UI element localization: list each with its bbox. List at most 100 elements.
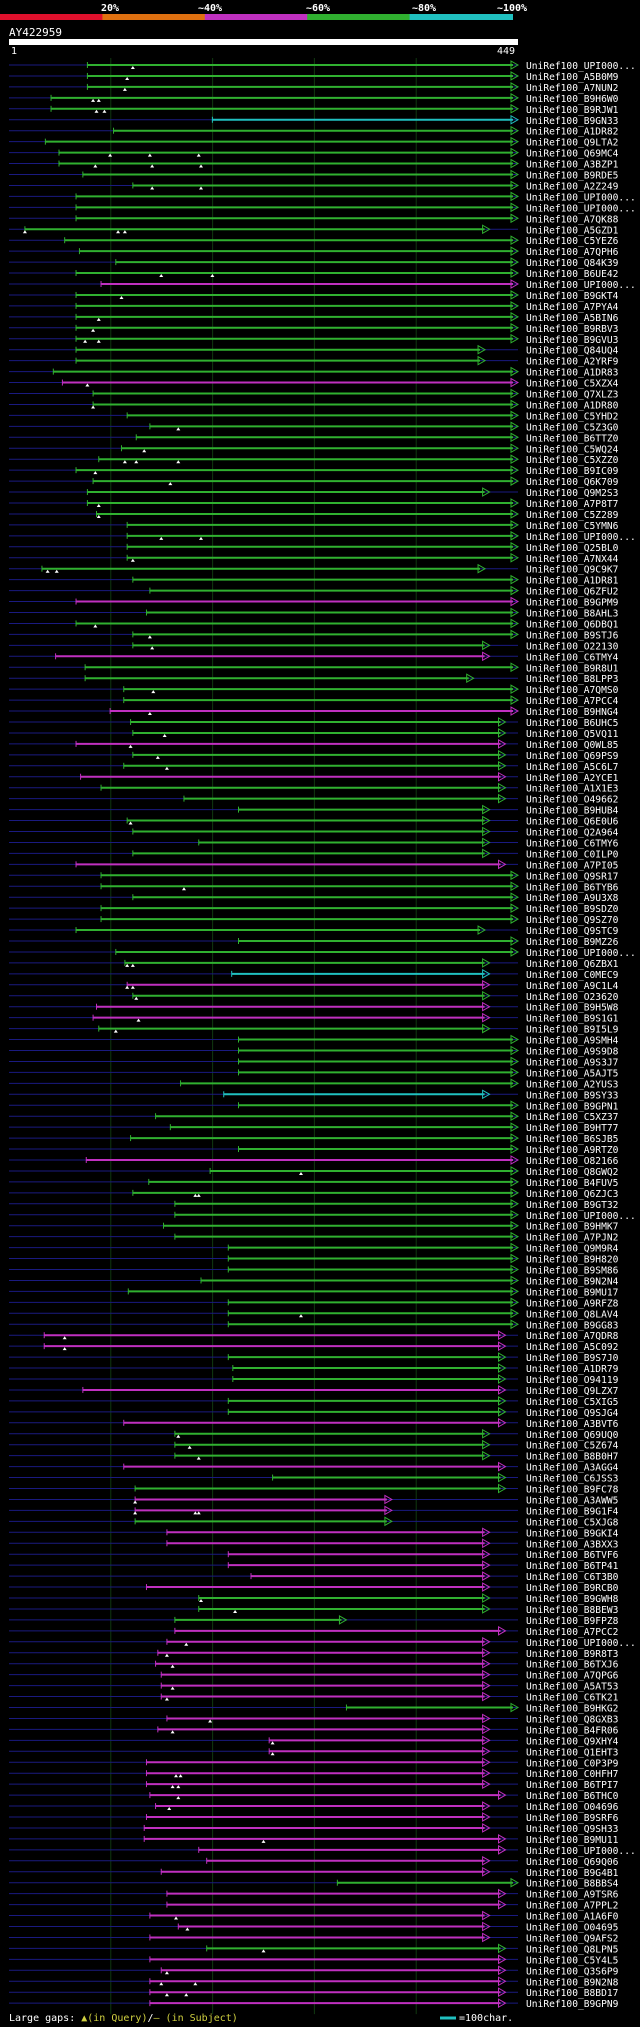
hit-end-arrow bbox=[510, 235, 520, 246]
gap-marker bbox=[199, 164, 204, 168]
hit-row: UniRef100_B9MZ26 bbox=[9, 936, 619, 948]
hit-row: UniRef100_A3BZP1 bbox=[9, 158, 619, 171]
gap-marker bbox=[159, 274, 164, 278]
gap-marker bbox=[298, 1314, 303, 1318]
hit-end-arrow bbox=[510, 82, 520, 92]
hit-end-arrow bbox=[482, 1571, 491, 1581]
hit-label: UniRef100_C0ILP0 bbox=[526, 849, 619, 860]
identity-label-5: ~100% bbox=[497, 3, 527, 14]
hit-row: UniRef100_B9RJW1 bbox=[9, 103, 619, 116]
hit-end-arrow bbox=[498, 1406, 507, 1417]
hit-label: UniRef100_C5YHD2 bbox=[526, 411, 618, 422]
hit-label: UniRef100_B9R8U1 bbox=[526, 663, 619, 674]
hit-end-arrow bbox=[482, 1450, 491, 1461]
hit-label: UniRef100_B6UHC5 bbox=[526, 718, 618, 729]
hit-end-arrow bbox=[510, 498, 520, 508]
hit-row: UniRef100_A9TSR6 bbox=[9, 1888, 619, 1901]
hit-end-arrow bbox=[510, 1231, 520, 1242]
hit-label: UniRef100_Q6ZFU2 bbox=[526, 587, 618, 598]
gap-marker bbox=[164, 1697, 169, 1701]
hit-end-arrow bbox=[510, 1198, 520, 1209]
hit-row: UniRef100_B4FUV5 bbox=[9, 1177, 618, 1189]
hit-row: UniRef100_C6TK21 bbox=[9, 1691, 619, 1704]
identity-label-1: 20% bbox=[101, 3, 119, 14]
hit-row: UniRef100_B9RBV3 bbox=[9, 322, 619, 335]
hit-label: UniRef100_B6TP41 bbox=[526, 1561, 619, 1572]
hit-label: UniRef100_A3BVT6 bbox=[526, 1419, 619, 1430]
hit-label: UniRef100_Q69PS9 bbox=[526, 751, 619, 762]
hit-row: UniRef100_Q69UQ0 bbox=[9, 1428, 619, 1441]
hit-label: UniRef100_B8AHL3 bbox=[526, 609, 619, 620]
hit-label: UniRef100_C0P3P9 bbox=[526, 1758, 619, 1769]
hit-end-arrow bbox=[510, 509, 520, 519]
hit-row: UniRef100_Q8GWQ2 bbox=[9, 1166, 618, 1178]
hit-label: UniRef100_A1DR81 bbox=[526, 576, 619, 587]
hit-end-arrow bbox=[510, 1286, 520, 1297]
gap-marker bbox=[54, 569, 59, 573]
gap-marker bbox=[298, 1171, 303, 1175]
gap-marker bbox=[150, 164, 155, 168]
hit-label: UniRef100_B9MU11 bbox=[526, 1835, 619, 1846]
gap-marker bbox=[208, 1719, 213, 1723]
hit-label: UniRef100_UPI000... bbox=[526, 1211, 636, 1222]
hit-row: UniRef100_C0ILP0 bbox=[9, 848, 619, 860]
gap-marker bbox=[96, 339, 101, 343]
hit-row: UniRef100_Q69PS9 bbox=[9, 749, 619, 762]
hit-end-arrow bbox=[510, 1100, 520, 1111]
hit-end-arrow bbox=[498, 1483, 507, 1494]
hit-label: UniRef100_A1DR82 bbox=[526, 127, 618, 138]
hit-label: UniRef100_A1A6F0 bbox=[526, 1912, 619, 1923]
gap-marker bbox=[85, 383, 90, 387]
hit-end-arrow bbox=[510, 103, 520, 114]
gap-marker bbox=[128, 821, 133, 825]
hit-label: UniRef100_A9RTZ0 bbox=[526, 1145, 619, 1156]
gap-in-query-label: ▲(in Query) bbox=[81, 2013, 147, 2024]
hit-end-arrow bbox=[510, 1078, 520, 1089]
hit-row: UniRef100_B8B0H7 bbox=[9, 1450, 619, 1463]
hit-label: UniRef100_Q2A964 bbox=[526, 828, 619, 839]
hit-end-arrow bbox=[498, 1363, 507, 1373]
hit-label: UniRef100_O23620 bbox=[526, 992, 619, 1003]
hit-row: UniRef100_C6TMY4 bbox=[9, 651, 619, 663]
hit-row: UniRef100_UPI000... bbox=[9, 279, 636, 291]
gap-marker bbox=[96, 317, 101, 321]
gap-marker bbox=[125, 985, 130, 989]
hit-label: UniRef100_Q3S6P9 bbox=[526, 1966, 619, 1977]
gap-marker bbox=[113, 1029, 118, 1033]
hit-end-arrow bbox=[498, 739, 507, 749]
hit-row: UniRef100_C5YHD2 bbox=[9, 410, 618, 422]
hit-label: UniRef100_A9RFZ8 bbox=[526, 1298, 619, 1309]
hit-end-arrow bbox=[482, 651, 491, 662]
hit-label: UniRef100_C5Z674 bbox=[526, 1441, 619, 1452]
hit-label: UniRef100_B4FUV5 bbox=[526, 1178, 618, 1189]
hit-end-arrow bbox=[510, 1067, 520, 1078]
hit-end-arrow bbox=[482, 1735, 491, 1746]
gap-marker bbox=[210, 274, 215, 278]
hit-end-arrow bbox=[498, 1625, 507, 1636]
hit-end-arrow bbox=[498, 728, 507, 738]
grid-lines bbox=[110, 58, 417, 2015]
hit-row: UniRef100_Q69MC4 bbox=[9, 147, 619, 160]
hit-label: UniRef100_A7P8T7 bbox=[526, 499, 619, 510]
hit-row: UniRef100_A2YUS3 bbox=[9, 1078, 619, 1090]
hit-label: UniRef100_A2YCE1 bbox=[526, 773, 619, 784]
hit-label: UniRef100_Q9M2S3 bbox=[526, 488, 619, 499]
gap-marker bbox=[130, 558, 135, 562]
hit-end-arrow bbox=[510, 881, 520, 892]
hit-row: UniRef100_C5XZZ0 bbox=[9, 454, 619, 466]
hit-row: UniRef100_C5YMN6 bbox=[9, 520, 619, 532]
hit-row: UniRef100_Q84UQ4 bbox=[9, 344, 619, 357]
hit-row: UniRef100_A5C6L7 bbox=[9, 760, 619, 773]
hit-row: UniRef100_C0MEC9 bbox=[9, 968, 619, 981]
hit-row: UniRef100_Q1EHT3 bbox=[9, 1746, 619, 1758]
gap-marker bbox=[196, 1511, 201, 1515]
hit-end-arrow bbox=[482, 1768, 491, 1779]
hit-label: UniRef100_C6TK21 bbox=[526, 1693, 619, 1704]
hit-label: UniRef100_Q6E0U6 bbox=[526, 817, 619, 828]
identity-band-5 bbox=[409, 14, 513, 20]
hit-label: UniRef100_B9S7J0 bbox=[526, 1353, 619, 1364]
identity-band-2 bbox=[102, 14, 206, 20]
hit-end-arrow bbox=[510, 114, 520, 125]
hit-end-arrow bbox=[510, 1034, 520, 1045]
hit-row: UniRef100_A2YRF9 bbox=[9, 355, 619, 368]
